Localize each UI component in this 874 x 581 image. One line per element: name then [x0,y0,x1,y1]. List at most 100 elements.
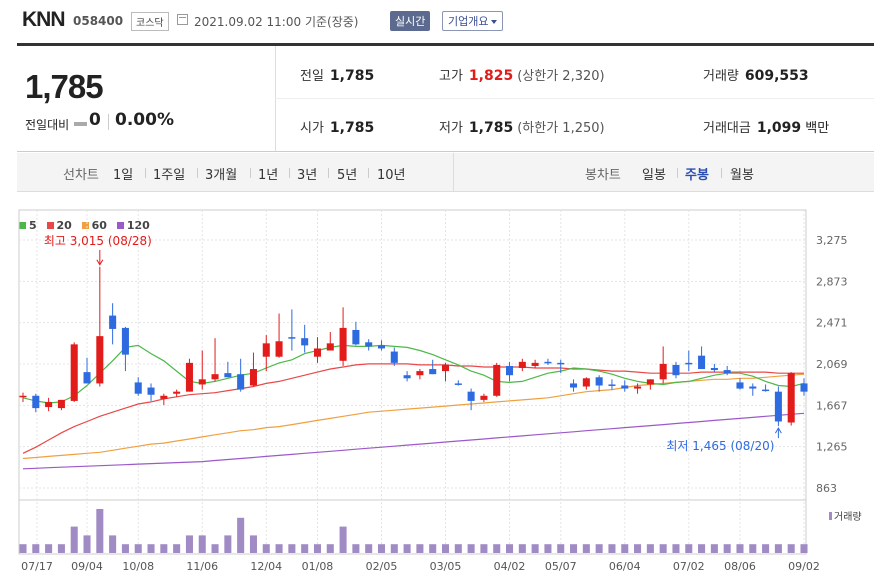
candle [288,309,296,351]
volume-bar [45,544,53,553]
open-label: 시가 [300,121,324,136]
tab-separator [677,168,678,178]
y-tick-label: 2,873 [816,275,848,288]
candle-body [198,379,206,385]
tab-10-year[interactable]: 10년 [377,168,406,183]
candle-body [160,395,168,399]
low-arrow-head [774,427,782,434]
legend-swatch [81,222,89,229]
candle-body [390,351,398,363]
volume-bar [403,544,411,553]
volume-bar [173,544,181,553]
y-tick-label: 2,471 [816,317,848,330]
volume-bar [147,544,155,553]
tab-daily-candle[interactable]: 일봉 [642,168,666,183]
stock-header: KNN 058400 코스닥 2021.09.02 11:00 기준(장중) 실… [0,0,874,44]
volume-bar [160,544,168,553]
volume-bar [634,544,642,553]
candle-body [377,345,386,349]
candle-body [416,371,424,376]
volume-bar [390,544,398,553]
candle-body [762,389,770,392]
candle [377,340,386,351]
candle [506,361,514,382]
volume-bar [365,544,373,553]
candle [19,392,27,402]
candle [83,357,91,384]
prev-close-cell: 전일 1,785 [300,65,374,84]
candle [570,379,578,392]
candle [774,386,782,427]
volume-bar [749,544,757,553]
stock-name: KNN [22,8,65,31]
candle [544,358,552,365]
tab-separator [197,168,198,178]
volume-bar [595,544,603,553]
candle [262,335,270,372]
line-chart-label: 선차트 [63,168,99,183]
candle [685,350,693,372]
tab-3-month[interactable]: 3개월 [205,168,238,183]
candle [326,332,334,351]
volume-bar [313,544,321,553]
lower-limit: (하한가 1,250) [517,121,605,136]
candle-chart-label: 봉차트 [585,168,621,183]
volume-bar [249,535,257,553]
volume-label: 거래량 [703,69,739,84]
candle [800,378,808,396]
volume-bar [198,535,206,553]
y-tick-label: 863 [816,482,837,495]
candle [518,358,526,372]
candle-body [441,364,450,372]
candle-body [70,344,78,401]
candle-body [339,327,347,361]
candle-body [710,368,718,371]
candle-body [134,382,142,394]
volume-bar [185,535,193,553]
upper-limit: (상한가 2,320) [517,69,605,84]
realtime-button[interactable]: 실시간 [390,11,431,31]
candle-body [787,373,795,423]
candle [672,361,680,379]
candle-body [506,365,514,376]
candle [493,362,501,397]
company-overview-dropdown[interactable]: 기업개요 [442,11,504,31]
candle-body [685,362,693,365]
tab-1-year[interactable]: 1년 [258,168,279,183]
legend-item-ma120: 120 [116,219,150,232]
x-tick-label: 06/04 [609,560,641,573]
flat-change-icon [74,122,87,126]
tab-3-year[interactable]: 3년 [297,168,318,183]
volume-bar [685,544,693,553]
change-value: 0 [89,110,101,130]
candle [557,359,565,374]
change-label: 전일대비 [25,118,70,132]
volume-bar [301,544,309,553]
tab-separator [250,168,251,178]
calendar-icon [177,14,188,25]
volume-bar [352,544,360,553]
x-tick-label: 09/02 [788,560,820,573]
high-value: 1,825 [468,68,514,84]
candle [147,383,155,401]
tab-weekly-candle[interactable]: 주봉 [685,168,709,183]
candle [723,365,731,376]
quote-datetime: 2021.09.02 11:00 기준(장중) [194,13,358,30]
tab-monthly-candle[interactable]: 월봉 [730,168,754,183]
summary-row-divider [275,98,874,99]
tab-5-year[interactable]: 5년 [337,168,358,183]
x-tick-label: 04/02 [494,560,526,573]
price-chart[interactable]: 3,275 2,873 2,471 2,069 1,667 1,265 863 07/17 09… [0,200,874,581]
tab-1-week[interactable]: 1주일 [153,168,186,183]
candle-body [672,364,680,376]
x-tick-label: 05/07 [545,560,577,573]
candle [224,361,232,378]
candle [467,388,475,411]
volume-bar [736,544,744,553]
volume-bar [288,544,296,553]
tab-1-day[interactable]: 1일 [113,168,134,183]
volume-bar [121,544,129,553]
quote-date: 2021.09.02 11:00 [194,15,302,29]
candle [634,383,642,394]
candle-body [544,361,552,364]
